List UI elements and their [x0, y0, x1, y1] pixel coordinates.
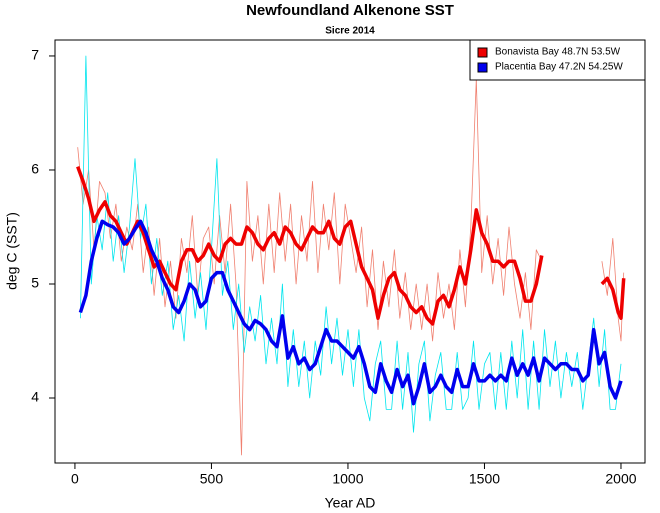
- y-tick-label: 6: [31, 161, 39, 177]
- x-tick-label: 1500: [469, 471, 500, 487]
- legend-swatch: [477, 62, 488, 73]
- series-line: [76, 166, 626, 326]
- series-line: [78, 219, 623, 406]
- chart-title: Newfoundland Alkenone SST: [246, 2, 454, 19]
- y-tick-label: 7: [31, 47, 39, 63]
- x-tick-label: 2000: [605, 471, 636, 487]
- x-axis-label: Year AD: [325, 495, 376, 511]
- x-tick-label: 1000: [332, 471, 363, 487]
- legend-label: Placentia Bay 47.2N 54.25W: [495, 62, 623, 73]
- chart-subtitle: Sicre 2014: [325, 26, 375, 37]
- x-tick-label: 0: [71, 471, 79, 487]
- legend-swatch: [477, 47, 488, 58]
- x-tick-label: 500: [200, 471, 224, 487]
- series-line: [77, 78, 625, 456]
- y-axis-label: deg C (SST): [4, 212, 20, 290]
- plot-frame: [54, 39, 646, 464]
- y-tick-label: 5: [31, 275, 39, 291]
- legend-label: Bonavista Bay 48.7N 53.5W: [495, 47, 621, 58]
- legend-box: [469, 39, 646, 81]
- y-tick-label: 4: [31, 389, 39, 405]
